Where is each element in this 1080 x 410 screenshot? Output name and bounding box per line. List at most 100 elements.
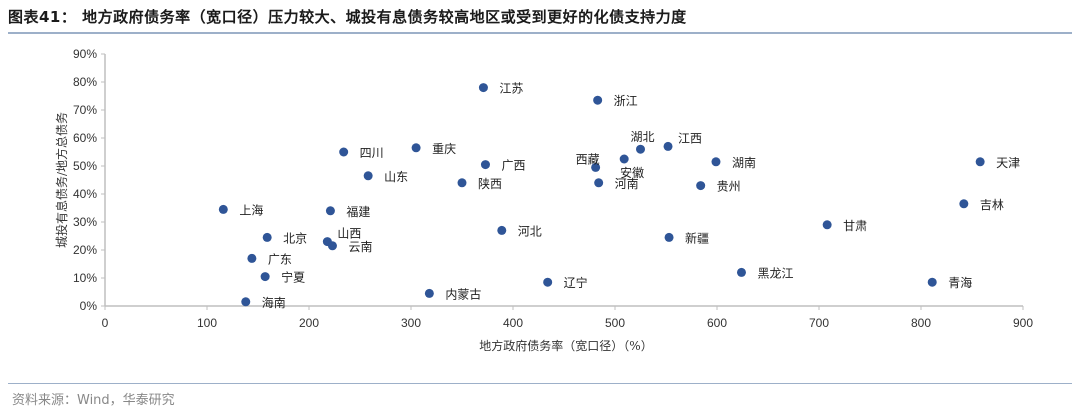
point-label: 内蒙古	[445, 286, 481, 301]
point-label: 江西	[678, 131, 702, 145]
marker-dot	[241, 297, 251, 307]
data-point: 云南	[327, 239, 372, 254]
marker-dot	[736, 267, 746, 277]
data-point: 河南	[594, 176, 639, 191]
marker-dot	[247, 253, 257, 263]
x-tick-label: 300	[401, 316, 421, 330]
data-point: 内蒙古	[424, 286, 481, 301]
y-tick-label: 0%	[80, 299, 98, 313]
point-label: 湖南	[732, 155, 756, 170]
y-tick-label: 50%	[73, 159, 97, 173]
marker-dot	[591, 162, 601, 172]
data-point: 福建	[325, 204, 370, 219]
point-label: 吉林	[980, 198, 1004, 212]
marker-dot	[636, 144, 645, 154]
y-tick-label: 20%	[73, 243, 97, 257]
marker-dot	[457, 178, 467, 188]
data-point: 湖南	[711, 155, 756, 170]
point-label: 广西	[501, 159, 525, 173]
data-point: 青海	[927, 275, 972, 290]
source-note: 资料来源：Wind，华泰研究	[12, 393, 175, 408]
marker-dot	[822, 220, 832, 230]
marker-dot	[927, 277, 937, 287]
point-label: 河南	[615, 176, 639, 191]
data-point: 湖北	[631, 129, 655, 154]
marker-dot	[619, 154, 629, 164]
data-point: 北京	[262, 231, 307, 245]
data-point: 海南	[241, 295, 286, 310]
point-label: 新疆	[685, 230, 709, 245]
point-label: 北京	[283, 231, 307, 245]
chart-axes: 0% 10% 20% 30% 40% 50% 60% 70% 80% 90% 0 100 200 300 4…	[73, 47, 1033, 330]
marker-dot	[411, 143, 421, 153]
point-label: 四川	[360, 146, 384, 160]
point-label: 宁夏	[281, 270, 305, 285]
data-point: 江西	[663, 131, 702, 151]
point-label: 浙江	[614, 94, 638, 108]
data-point: 山西	[322, 227, 361, 247]
y-tick-label: 70%	[73, 103, 97, 117]
data-point: 江苏	[478, 82, 523, 96]
x-tick-label: 100	[197, 316, 217, 330]
point-label: 广东	[268, 252, 292, 266]
data-point: 天津	[975, 156, 1020, 170]
point-label: 山西	[337, 227, 361, 241]
point-label: 云南	[348, 239, 372, 254]
marker-dot	[497, 225, 507, 235]
data-point: 浙江	[593, 94, 638, 108]
data-point: 广东	[247, 252, 292, 266]
point-label: 甘肃	[843, 219, 867, 233]
data-point: 陕西	[457, 176, 502, 191]
x-tick-label: 700	[809, 316, 829, 330]
data-point: 黑龙江	[736, 266, 793, 280]
y-tick-label: 90%	[73, 47, 97, 61]
data-point: 重庆	[411, 142, 456, 156]
marker-dot	[543, 277, 553, 287]
marker-dot	[663, 141, 673, 151]
data-point: 广西	[480, 159, 525, 173]
marker-dot	[339, 147, 349, 157]
point-label: 上海	[239, 202, 263, 217]
marker-dot	[711, 157, 721, 167]
marker-dot	[594, 178, 604, 188]
point-label: 黑龙江	[757, 266, 793, 280]
point-label: 陕西	[478, 176, 502, 191]
marker-dot	[696, 181, 706, 191]
x-tick-label: 900	[1013, 316, 1033, 330]
point-label: 河北	[518, 224, 542, 238]
marker-dot	[975, 157, 985, 167]
point-label: 贵州	[717, 180, 741, 194]
data-point: 贵州	[696, 180, 741, 194]
point-label: 湖北	[631, 129, 655, 144]
scatter-chart: 0% 10% 20% 30% 40% 50% 60% 70% 80% 90% 0 100 200 300 4…	[54, 47, 1033, 353]
x-tick-label: 400	[503, 316, 523, 330]
title-divider	[8, 32, 1072, 34]
point-label: 安徽	[620, 165, 644, 180]
y-tick-label: 30%	[73, 215, 97, 229]
point-label: 福建	[346, 204, 370, 219]
point-label: 辽宁	[564, 275, 588, 290]
chart-title: 图表41： 地方政府债务率（宽口径）压力较大、城投有息债务较高地区或受到更好的化…	[8, 8, 687, 26]
point-label: 青海	[948, 275, 972, 290]
x-tick-label: 0	[102, 316, 109, 330]
marker-dot	[325, 206, 335, 216]
marker-dot	[218, 204, 228, 214]
marker-dot	[424, 288, 434, 298]
x-tick-label: 800	[911, 316, 931, 330]
y-tick-label: 10%	[73, 271, 97, 285]
footer-divider	[8, 383, 1072, 384]
marker-dot	[480, 160, 490, 170]
marker-dot	[593, 95, 603, 105]
point-label: 重庆	[432, 142, 456, 156]
data-point: 新疆	[664, 230, 709, 245]
x-tick-label: 600	[707, 316, 727, 330]
marker-dot	[262, 232, 272, 242]
y-tick-label: 40%	[73, 187, 97, 201]
data-point: 辽宁	[543, 275, 588, 290]
point-label: 山东	[384, 170, 408, 184]
data-point: 西藏	[576, 152, 601, 172]
data-point: 宁夏	[260, 270, 305, 285]
marker-dot	[664, 232, 674, 242]
y-tick-label: 60%	[73, 131, 97, 145]
